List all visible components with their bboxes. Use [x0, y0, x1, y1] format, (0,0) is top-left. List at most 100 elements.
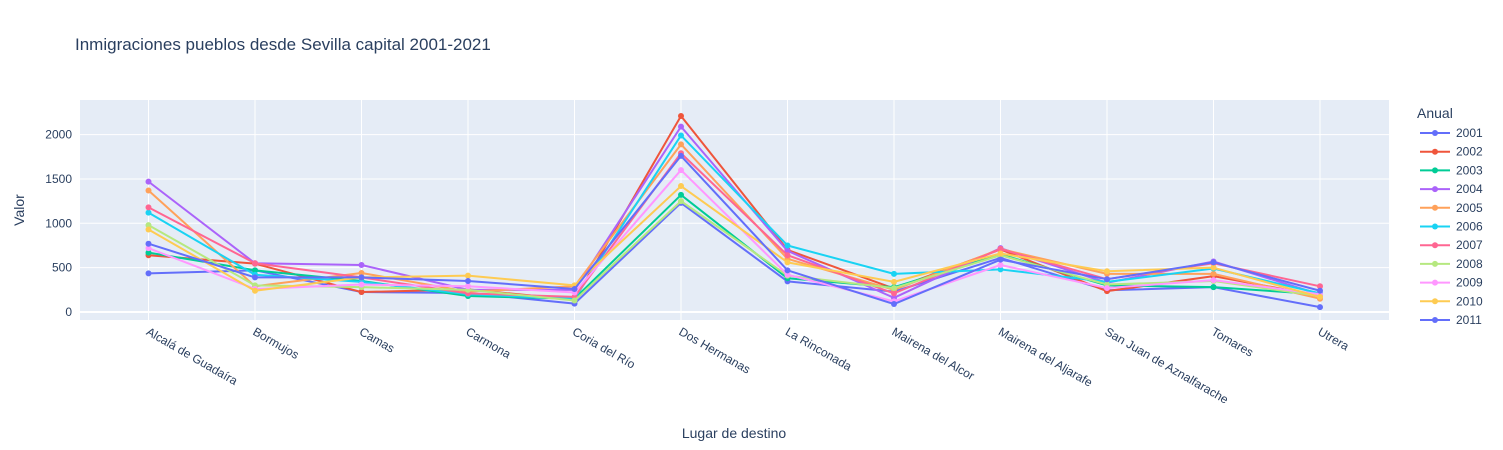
data-point[interactable]	[678, 183, 684, 190]
data-point[interactable]	[784, 252, 791, 259]
data-point[interactable]	[891, 270, 897, 277]
data-point[interactable]	[1104, 268, 1110, 275]
legend-swatch-marker	[1432, 186, 1438, 193]
data-point[interactable]	[358, 289, 365, 296]
data-point[interactable]	[678, 141, 684, 148]
data-point[interactable]	[1210, 270, 1217, 277]
legend-label: 2004	[1456, 182, 1483, 196]
legend-label: 2009	[1456, 276, 1483, 290]
x-tick-label: Alcalá de Guadaíra	[144, 324, 240, 388]
data-point[interactable]	[997, 250, 1004, 257]
data-point[interactable]	[1317, 283, 1323, 290]
data-point[interactable]	[997, 262, 1004, 268]
data-point[interactable]	[252, 274, 258, 281]
data-point[interactable]	[784, 267, 791, 274]
x-tick-label: Carmona	[464, 324, 514, 361]
legend-label: 2008	[1456, 257, 1483, 271]
legend-label: 2001	[1456, 126, 1483, 140]
data-point[interactable]	[784, 242, 791, 249]
data-point[interactable]	[678, 152, 684, 159]
data-point[interactable]	[145, 209, 152, 216]
data-point[interactable]	[997, 246, 1004, 253]
x-tick-label: Camas	[357, 324, 397, 355]
data-point[interactable]	[678, 123, 684, 130]
data-point[interactable]	[358, 262, 365, 268]
legend-item-2007[interactable]: 2007	[1420, 238, 1483, 252]
data-point[interactable]	[145, 187, 152, 194]
data-point[interactable]	[252, 260, 258, 267]
legend-swatch-marker	[1432, 260, 1438, 267]
series-line	[148, 200, 1321, 302]
series-2011	[145, 152, 1323, 308]
data-point[interactable]	[1317, 293, 1323, 300]
legend-title: Anual	[1417, 105, 1453, 121]
data-point[interactable]	[145, 240, 152, 247]
data-point[interactable]	[358, 269, 365, 276]
series-2009	[145, 167, 1323, 305]
data-point[interactable]	[784, 247, 791, 254]
data-point[interactable]	[465, 272, 471, 279]
data-point[interactable]	[145, 226, 152, 233]
data-point[interactable]	[678, 191, 684, 198]
legend-swatch-marker	[1432, 279, 1438, 286]
legend-item-2006[interactable]: 2006	[1420, 220, 1483, 234]
data-point[interactable]	[1104, 276, 1110, 283]
legend-swatch-marker	[1432, 204, 1438, 211]
data-point[interactable]	[145, 245, 152, 252]
data-point[interactable]	[678, 132, 684, 139]
chart-title: Inmigraciones pueblos desde Sevilla capi…	[75, 35, 491, 54]
data-point[interactable]	[1210, 277, 1217, 284]
data-point[interactable]	[1104, 285, 1110, 292]
data-point[interactable]	[465, 283, 471, 290]
legend-label: 2002	[1456, 145, 1483, 159]
data-point[interactable]	[252, 287, 258, 294]
data-point[interactable]	[997, 266, 1004, 273]
data-point[interactable]	[145, 178, 152, 185]
data-point[interactable]	[784, 271, 791, 278]
data-point[interactable]	[678, 198, 684, 205]
data-point[interactable]	[1317, 304, 1323, 311]
y-tick-label: 500	[52, 261, 72, 275]
legend-item-2010[interactable]: 2010	[1420, 294, 1483, 308]
data-point[interactable]	[358, 281, 365, 288]
legend-item-2009[interactable]: 2009	[1420, 276, 1483, 290]
data-point[interactable]	[571, 297, 578, 304]
data-point[interactable]	[145, 222, 152, 229]
data-point[interactable]	[678, 112, 684, 119]
data-point[interactable]	[891, 290, 897, 297]
data-point[interactable]	[1210, 264, 1217, 271]
data-point[interactable]	[145, 204, 152, 211]
series-line	[147, 134, 1321, 300]
data-point[interactable]	[891, 301, 897, 308]
series-group	[145, 112, 1323, 311]
legend-item-2002[interactable]: 2002	[1420, 145, 1483, 159]
legend[interactable]: 2001 2002 2003 2004 2005 2006 2007 2008 2009 2010…	[1420, 126, 1483, 327]
data-point[interactable]	[1210, 259, 1217, 266]
data-point[interactable]	[997, 256, 1004, 263]
x-tick-labels: Alcalá de Guadaíra Bormujos Camas Carmona Co…	[144, 324, 1352, 406]
y-tick-label: 0	[65, 305, 72, 319]
data-point[interactable]	[891, 285, 897, 292]
data-point[interactable]	[252, 267, 258, 274]
legend-label: 2010	[1456, 294, 1483, 308]
series-line	[148, 154, 1321, 306]
series-line	[148, 201, 1321, 309]
legend-item-2008[interactable]: 2008	[1420, 257, 1483, 271]
data-point[interactable]	[784, 259, 791, 266]
data-point[interactable]	[465, 277, 471, 284]
data-point[interactable]	[358, 274, 365, 281]
data-point[interactable]	[891, 278, 897, 285]
data-point[interactable]	[1317, 287, 1323, 294]
data-point[interactable]	[1210, 284, 1217, 291]
legend-item-2011[interactable]: 2011	[1420, 313, 1482, 327]
data-point[interactable]	[145, 270, 152, 277]
legend-item-2004[interactable]: 2004	[1420, 182, 1483, 196]
legend-label: 2005	[1456, 201, 1483, 215]
legend-swatch-marker	[1432, 317, 1438, 323]
data-point[interactable]	[571, 285, 578, 292]
legend-item-2001[interactable]: 2001	[1420, 126, 1483, 140]
legend-item-2003[interactable]: 2003	[1420, 163, 1483, 177]
data-point[interactable]	[145, 249, 152, 256]
legend-item-2005[interactable]: 2005	[1420, 201, 1483, 215]
data-point[interactable]	[678, 167, 684, 174]
